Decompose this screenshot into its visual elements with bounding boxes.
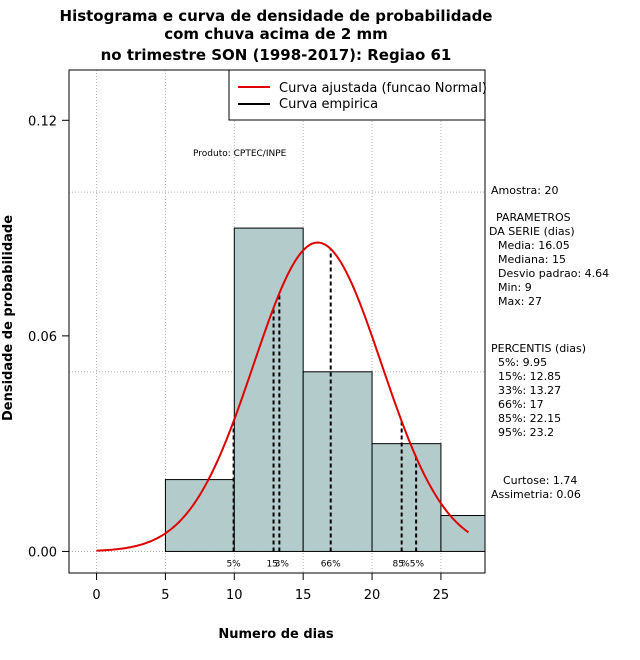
histogram-bar-2 [302,371,373,552]
percentile-label-4: 85 [392,559,403,569]
x-tick-label-4: 20 [364,588,381,603]
stat-min: Min: 9 [498,281,532,294]
x-axis-label: Numero de dias [218,627,334,642]
y-tick-label-0: 0.00 [28,545,57,560]
histogram-bars [164,227,486,552]
pct-33: 33%: 13.27 [498,384,561,397]
x-tick-label-1: 5 [161,588,169,603]
percentile-label-2: 3% [275,559,290,569]
stat-max: Max: 27 [498,295,542,308]
stat-kurtosis: Curtose: 1.74 [503,474,577,487]
y-tick-label-2: 0.12 [28,114,57,129]
product-annotation: Produto: CPTEC/INPE [193,149,287,159]
pct-85: 85%: 22.15 [498,412,561,425]
percentile-label-5: %5% [401,559,424,569]
chart-title-line-3: no trimestre SON (1998-2017): Regiao 61 [101,46,452,64]
pct-95: 95%: 23.2 [498,426,554,439]
y-tick-label-1: 0.06 [28,330,57,345]
histogram-bar-4 [440,515,486,552]
y-axis-label: Densidade de probabilidade [1,215,16,421]
chart-title-line-2: com chuva acima de 2 mm [164,25,388,43]
x-axis: 0 5 10 15 20 25 [92,572,450,603]
percentile-labels: 5% 153% 66% 85%5% [226,559,424,569]
pct-5: 5%: 9.95 [498,356,547,369]
histogram-bar-3 [371,443,442,552]
pct-66: 66%: 17 [498,398,544,411]
legend-box [228,69,486,121]
percentile-label-0: 5% [226,559,241,569]
x-tick-label-5: 25 [433,588,450,603]
percentile-label-3: 66% [321,559,341,569]
normal-curve-line [96,241,470,552]
legend-label-empirical: Curva empirica [279,97,378,112]
x-tick-label-3: 15 [295,588,312,603]
x-tick-label-0: 0 [92,588,100,603]
stat-mean: Media: 16.05 [498,239,570,252]
sample-size: Amostra: 20 [491,184,558,197]
percentile-lines [232,248,418,552]
x-tick-label-2: 10 [226,588,243,603]
percentile-label-1: 15 [266,559,277,569]
params-subtitle: DA SERIE (dias) [489,225,575,238]
histogram-bar-0 [164,479,235,552]
y-axis: 0.00 0.06 0.12 [28,114,70,560]
legend: Curva ajustada (funcao Normal) Curva emp… [228,69,487,121]
legend-label-fitted: Curva ajustada (funcao Normal) [279,81,487,96]
stat-sd: Desvio padrao: 4.64 [498,267,609,280]
chart-title-line-1: Histograma e curva de densidade de proba… [60,7,493,25]
stat-median: Mediana: 15 [498,253,566,266]
stats-side-panel: Amostra: 20 PARAMETROS DA SERIE (dias) M… [489,184,609,501]
params-title: PARAMETROS [496,211,571,224]
percentiles-title: PERCENTIS (dias) [491,342,586,355]
pct-15: 15%: 12.85 [498,370,561,383]
stat-skewness: Assimetria: 0.06 [491,488,581,501]
